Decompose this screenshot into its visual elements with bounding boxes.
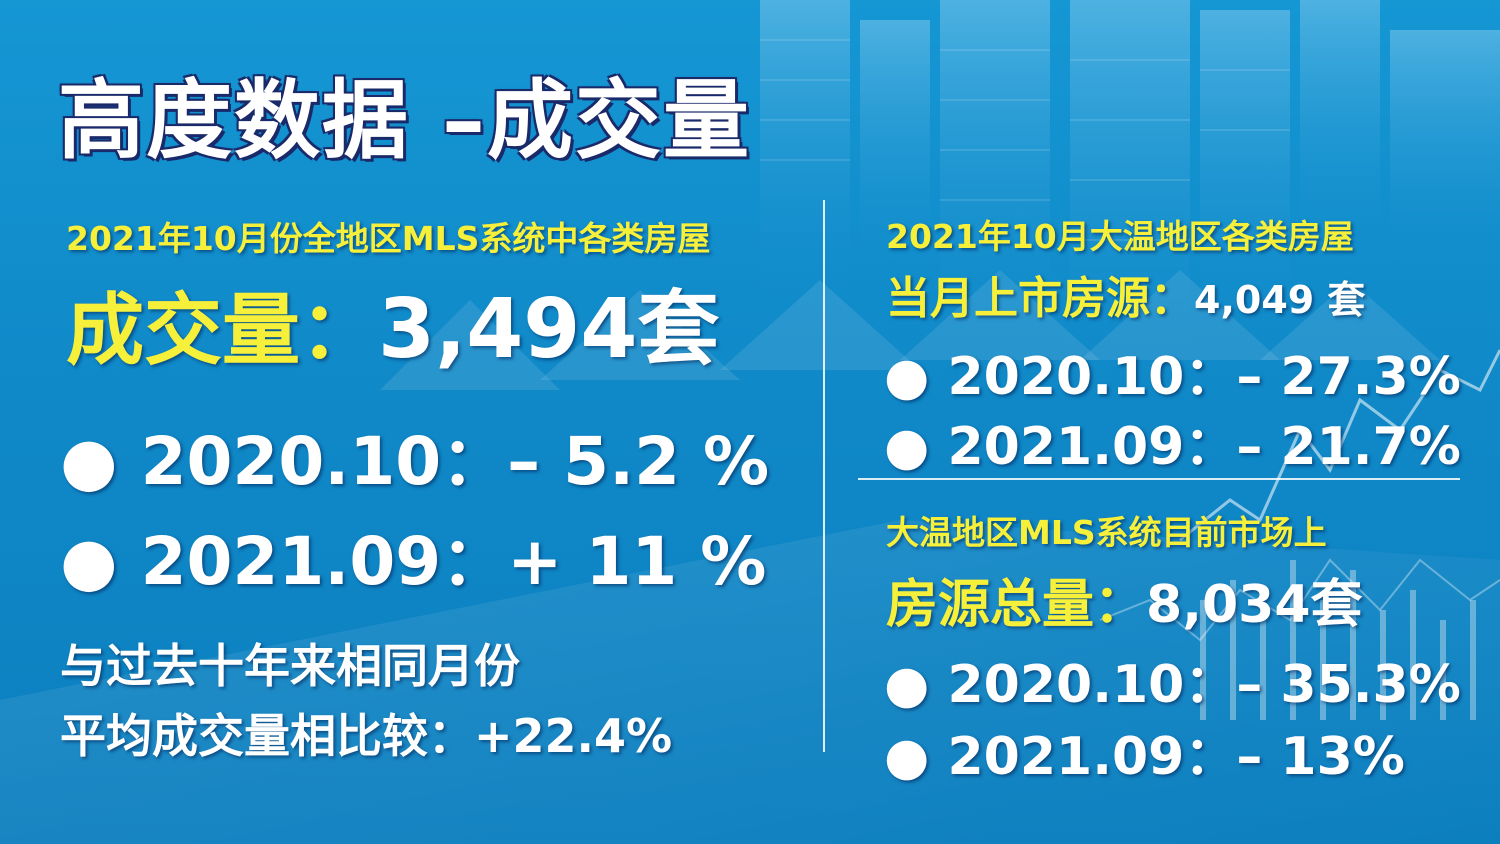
page-title: 高度数据 –成交量 <box>58 71 751 171</box>
right-top-row-2021: ● 2021.09：– 21.7% <box>884 417 1461 477</box>
right-bottom-row-2020: ● 2020.10：– 35.3% <box>884 655 1461 715</box>
right-bottom-row-2021: ● 2021.09：– 13% <box>884 727 1405 787</box>
right-bottom-value: 8,034套 <box>1146 575 1363 635</box>
right-top-subtitle: 2021年10月大温地区各类房屋 <box>886 217 1354 256</box>
left-headline-value: 3,494套 <box>378 282 720 377</box>
left-note-line1: 与过去十年来相同月份 <box>60 639 520 693</box>
vertical-divider <box>823 200 825 752</box>
right-bottom-label: 房源总量： <box>886 575 1147 635</box>
horizontal-divider <box>858 478 1460 480</box>
left-row-2020: ● 2020.10：– 5.2 % <box>60 423 770 500</box>
right-bottom-headline: 房源总量：8,034套 <box>886 562 1363 637</box>
right-top-headline: 当月上市房源：4,049 套 <box>886 262 1365 326</box>
right-bottom-subtitle: 大温地区MLS系统目前市场上 <box>886 513 1327 552</box>
right-top-label: 当月上市房源： <box>886 273 1194 324</box>
left-headline-label: 成交量： <box>66 286 379 376</box>
right-top-row-2020: ● 2020.10：– 27.3% <box>884 347 1461 407</box>
right-top-value: 4,049 套 <box>1194 278 1366 322</box>
left-headline: 成交量：3,494套 <box>66 262 719 381</box>
left-row-2021: ● 2021.09：+ 11 % <box>60 523 767 600</box>
left-note-line2: 平均成交量相比较：+22.4% <box>60 709 673 763</box>
left-subtitle: 2021年10月份全地区MLS系统中各类房屋 <box>66 219 711 258</box>
